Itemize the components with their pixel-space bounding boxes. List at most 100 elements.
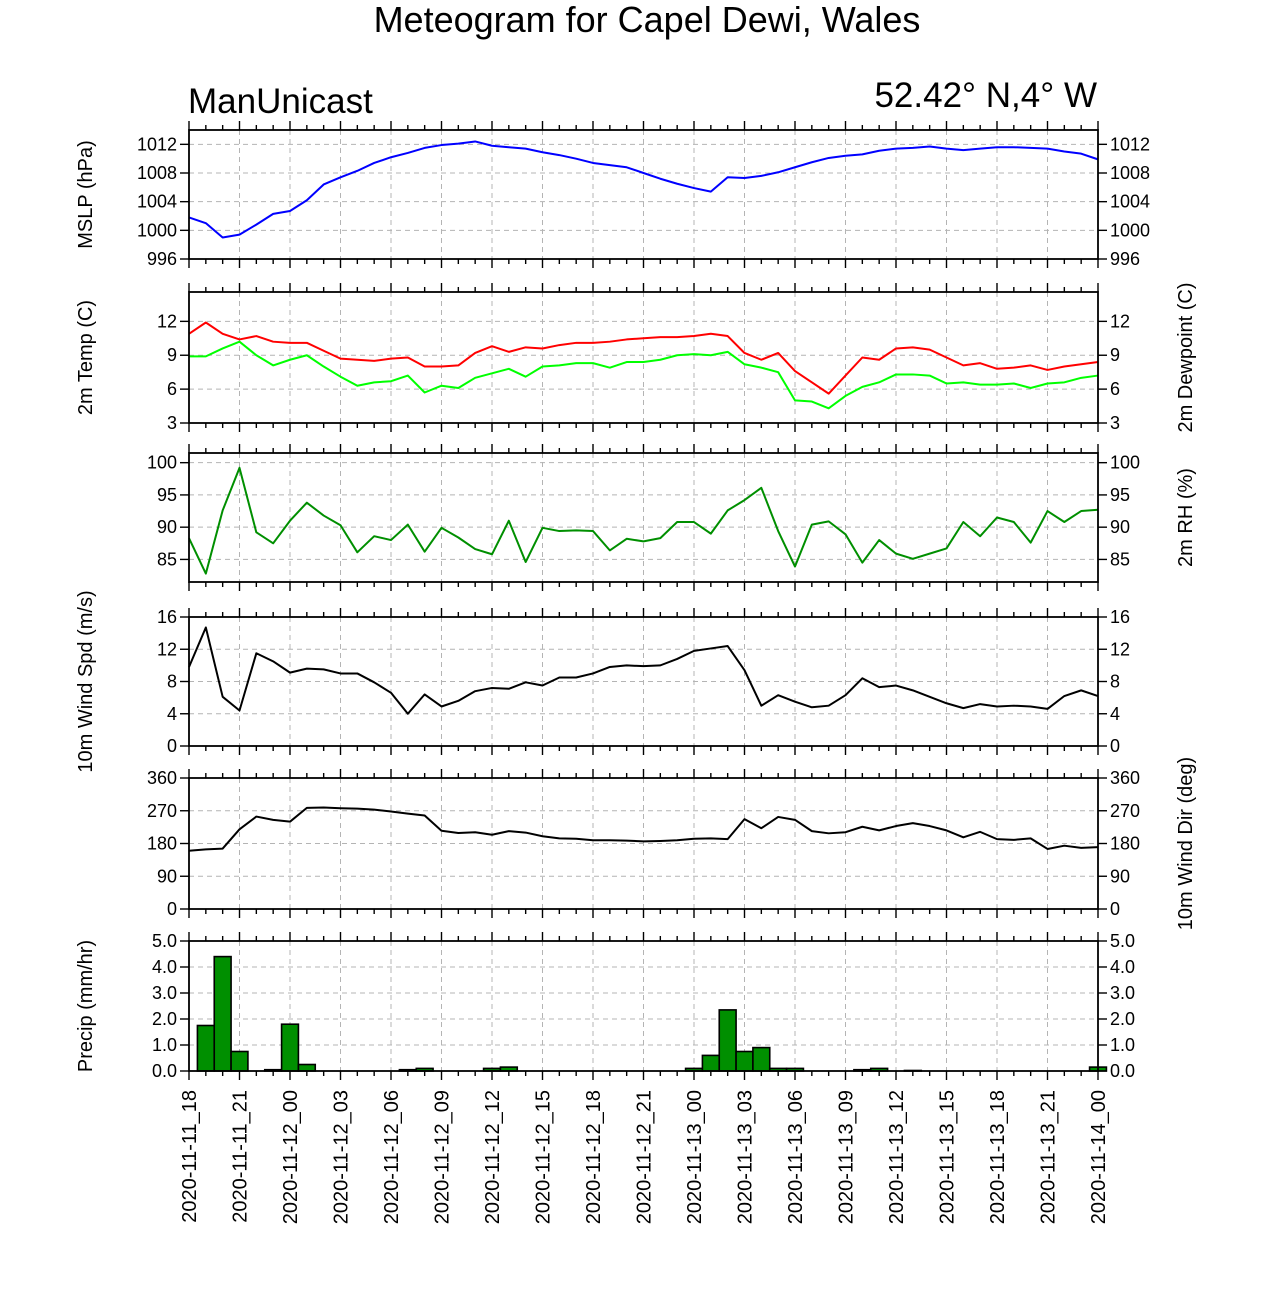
y-tick-label: 12 (157, 639, 177, 659)
y-tick-label-right: 4.0 (1110, 957, 1135, 977)
y-tick-label: 16 (157, 607, 177, 627)
y-tick-label: 12 (157, 311, 177, 331)
panel-rh: 85 85 90 90 95 95 100 100 2m RH (%) (147, 444, 1197, 591)
y-tick-label-right: 270 (1110, 801, 1140, 821)
y-tick-label-right: 1004 (1110, 192, 1150, 212)
y-tick-label-right: 1012 (1110, 134, 1150, 154)
y-tick-label: 90 (157, 866, 177, 886)
x-tick-label: 2020-11-13_06 (785, 1090, 807, 1224)
y-tick-label: 1008 (137, 163, 177, 183)
y-tick-label: 95 (157, 485, 177, 505)
y-axis-label: 10m Wind Spd (m/s) (75, 590, 97, 772)
y-tick-label-right: 9 (1110, 345, 1120, 365)
y-tick-label-right: 1008 (1110, 163, 1150, 183)
y-tick-label: 8 (167, 672, 177, 692)
y-tick-label-right: 2.0 (1110, 1009, 1135, 1029)
y-tick-label-right: 90 (1110, 517, 1130, 537)
y-tick-label: 1.0 (152, 1035, 177, 1055)
panel-temp: 3 3 6 6 9 9 12 12 2m Temp (C) 2m Dewpoint (C) (75, 282, 1197, 433)
y-tick-label-right: 8 (1110, 672, 1120, 692)
x-tick-label: 2020-11-12_12 (482, 1090, 504, 1224)
y-tick-label: 85 (157, 549, 177, 569)
y-tick-label-right: 90 (1110, 866, 1130, 886)
y-tick-label-right: 180 (1110, 834, 1140, 854)
y-tick-label: 360 (147, 768, 177, 788)
y-tick-label: 180 (147, 834, 177, 854)
y-tick-label: 90 (157, 517, 177, 537)
y-tick-label-right: 3.0 (1110, 983, 1135, 1003)
x-tick-label: 2020-11-12_18 (583, 1090, 605, 1224)
precip-bar (752, 1046, 771, 1072)
y-tick-label-right: 5.0 (1110, 931, 1135, 951)
y-axis-label-right: 10m Wind Dir (deg) (1175, 757, 1197, 930)
precip-bar (735, 1050, 754, 1072)
x-tick-label: 2020-11-11_21 (230, 1090, 252, 1223)
x-tick-label: 2020-11-13_12 (886, 1090, 908, 1224)
precip-bar (701, 1054, 721, 1072)
y-axis-label: MSLP (hPa) (75, 140, 97, 249)
wspd-series-line-0 (188, 626, 1099, 715)
y-tick-label: 4.0 (152, 957, 177, 977)
temp-series-line-1 (189, 340, 1099, 410)
y-tick-label: 0 (167, 736, 177, 756)
location-label: 52.42° N,4° W (874, 76, 1097, 115)
y-tick-label-right: 0 (1110, 899, 1120, 919)
y-tick-label-right: 12 (1110, 639, 1130, 659)
y-tick-label: 996 (147, 249, 177, 269)
y-tick-label-right: 0 (1110, 736, 1120, 756)
y-axis-label: Precip (mm/hr) (75, 940, 97, 1072)
y-tick-label: 270 (147, 801, 177, 821)
y-tick-label-right: 95 (1110, 485, 1130, 505)
y-axis-label-right: 2m RH (%) (1175, 468, 1197, 567)
panel-mslp: 996 996 1000 1000 1004 1004 1008 1008 1012 1012 MS… (75, 121, 1150, 269)
precip-bar (280, 1023, 300, 1072)
y-tick-label: 4 (167, 704, 177, 724)
y-tick-label-right: 85 (1110, 549, 1130, 569)
precip-bar (297, 1063, 317, 1072)
panel-precip: 0.0 0.0 1.0 1.0 2.0 2.0 3.0 3.0 4.0 4.0 5.0 5.0 Prec… (75, 931, 1135, 1081)
precip-bar (196, 1024, 216, 1072)
x-tick-label: 2020-11-13_18 (987, 1090, 1009, 1224)
x-tick-label: 2020-11-14_00 (1088, 1090, 1110, 1224)
panel-wdir: 0 0 90 90 180 180 270 270 360 360 10m Wind Dir (de… (147, 757, 1197, 930)
time-axis: 2020-11-11_18 2020-11-11_21 2020-11-12_00 2… (179, 1090, 1110, 1224)
chart-title: Meteogram for Capel Dewi, Wales (374, 0, 921, 40)
y-tick-label-right: 996 (1110, 249, 1140, 269)
y-axis-label-right: 2m Dewpoint (C) (1175, 282, 1197, 432)
precip-bar (230, 1050, 249, 1072)
y-tick-label-right: 16 (1110, 607, 1130, 627)
x-tick-label: 2020-11-12_21 (634, 1090, 656, 1224)
x-tick-label: 2020-11-13_00 (684, 1090, 706, 1224)
x-tick-label: 2020-11-12_09 (432, 1090, 454, 1224)
x-tick-label: 2020-11-13_15 (937, 1090, 959, 1224)
y-tick-label: 0.0 (152, 1061, 177, 1081)
y-tick-label: 9 (167, 345, 177, 365)
y-tick-label: 6 (167, 379, 177, 399)
y-tick-label-right: 12 (1110, 311, 1130, 331)
y-tick-label-right: 360 (1110, 768, 1140, 788)
y-tick-label: 1012 (137, 134, 177, 154)
x-tick-label: 2020-11-12_06 (381, 1090, 403, 1224)
x-tick-label: 2020-11-12_03 (331, 1090, 353, 1224)
temp-series-line-0 (188, 321, 1099, 395)
y-tick-label-right: 1000 (1110, 220, 1150, 240)
y-axis-label: 2m Temp (C) (75, 300, 97, 415)
y-tick-label-right: 1.0 (1110, 1035, 1135, 1055)
y-tick-label: 2.0 (152, 1009, 177, 1029)
x-tick-label: 2020-11-12_15 (533, 1090, 555, 1224)
rh-series-line-0 (188, 466, 1099, 575)
precip-bar (718, 1009, 737, 1072)
y-tick-label: 3.0 (152, 983, 177, 1003)
y-tick-label-right: 6 (1110, 379, 1120, 399)
wdir-series-line-0 (188, 806, 1099, 852)
y-tick-label: 1004 (137, 192, 177, 212)
y-tick-label: 5.0 (152, 931, 177, 951)
precip-bar (213, 955, 232, 1072)
x-tick-label: 2020-11-12_00 (280, 1090, 302, 1224)
y-tick-label-right: 4 (1110, 704, 1120, 724)
x-tick-label: 2020-11-13_21 (1038, 1090, 1060, 1224)
y-tick-label: 100 (147, 453, 177, 473)
x-tick-label: 2020-11-11_18 (179, 1090, 201, 1223)
y-tick-label: 1000 (137, 220, 177, 240)
